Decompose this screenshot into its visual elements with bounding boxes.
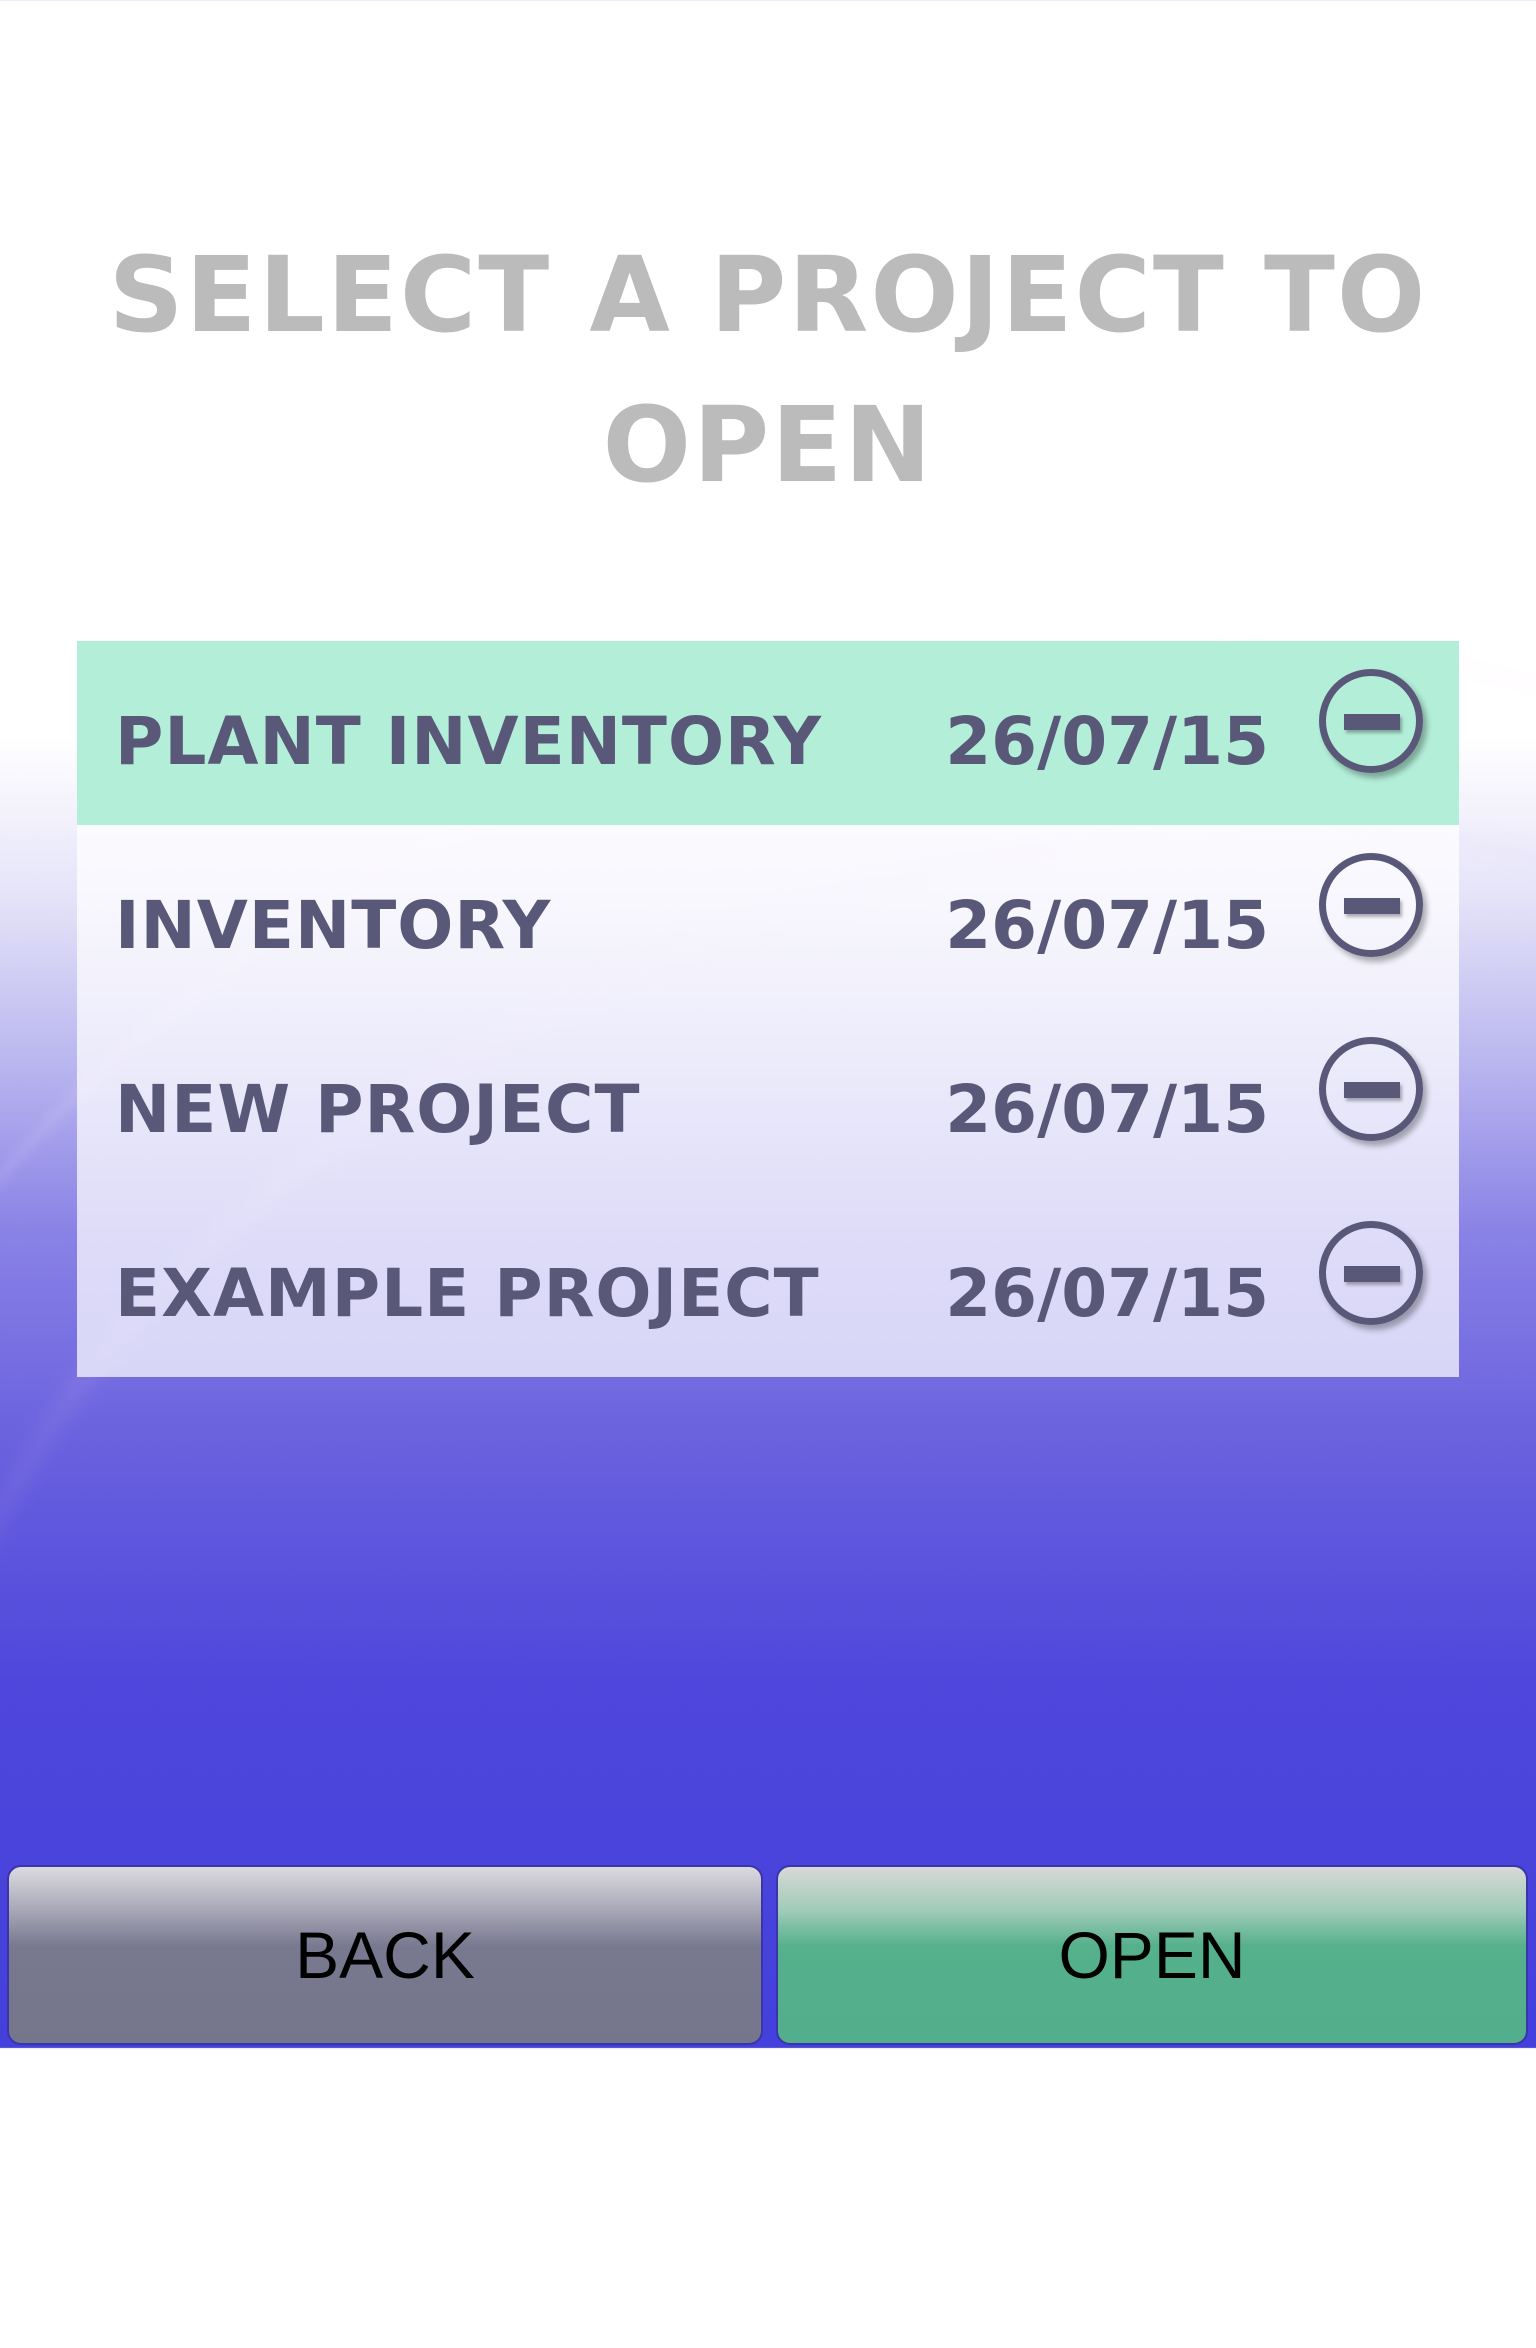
project-name: INVENTORY	[115, 887, 552, 964]
page-title: SELECT A PROJECT TO OPEN	[0, 220, 1536, 520]
project-row[interactable]: EXAMPLE PROJECT 26/07/15	[77, 1193, 1459, 1377]
page-title-line1: SELECT A PROJECT TO	[108, 234, 1428, 356]
back-button[interactable]: BACK	[7, 1865, 763, 2045]
minus-circle-icon[interactable]	[1319, 853, 1423, 957]
project-row[interactable]: NEW PROJECT 26/07/15	[77, 1009, 1459, 1193]
minus-circle-icon[interactable]	[1319, 669, 1423, 773]
project-name: NEW PROJECT	[115, 1071, 641, 1148]
project-row[interactable]: INVENTORY 26/07/15	[77, 825, 1459, 1009]
page-title-line2: OPEN	[602, 384, 934, 506]
project-date: 26/07/15	[945, 887, 1269, 964]
project-name: PLANT INVENTORY	[115, 703, 823, 780]
project-date: 26/07/15	[945, 703, 1269, 780]
project-name: EXAMPLE PROJECT	[115, 1255, 820, 1332]
project-date: 26/07/15	[945, 1071, 1269, 1148]
project-date: 26/07/15	[945, 1255, 1269, 1332]
project-row[interactable]: PLANT INVENTORY 26/07/15	[77, 641, 1459, 825]
minus-circle-icon[interactable]	[1319, 1221, 1423, 1325]
project-list: PLANT INVENTORY 26/07/15 INVENTORY 26/07…	[77, 641, 1459, 1377]
open-button[interactable]: OPEN	[776, 1865, 1528, 2045]
minus-circle-icon[interactable]	[1319, 1037, 1423, 1141]
